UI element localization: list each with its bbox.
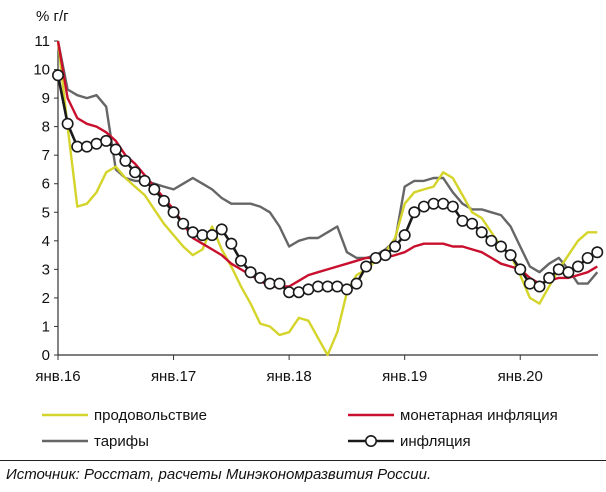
data-point-inflation	[360, 260, 373, 273]
legend-label-food: продовольствие	[94, 407, 207, 424]
data-point-inflation	[244, 266, 257, 279]
y-tick-label: 2	[42, 290, 50, 307]
data-point-inflation	[138, 174, 151, 187]
data-point-inflation	[234, 254, 247, 267]
y-tick-label: 8	[42, 119, 50, 136]
legend-label-inflation: инфляция	[400, 433, 471, 450]
legend: продовольствие монетарная инфляция тарифы и…	[42, 407, 558, 450]
y-tick-label: 1	[42, 318, 50, 335]
data-point-inflation	[552, 263, 565, 276]
data-point-inflation	[157, 194, 170, 207]
data-point-inflation	[389, 240, 402, 253]
data-point-inflation	[504, 249, 517, 262]
data-point-inflation	[186, 226, 199, 239]
data-point-inflation	[437, 197, 450, 210]
chart: 0 1 2 3 4 5 6 7 8 9 10 11 янв.16 янв.17 янв.18 янв.19 ян…	[33, 8, 604, 450]
data-point-inflation	[572, 260, 585, 273]
data-point-inflation	[485, 234, 498, 247]
y-tick-label: 4	[42, 233, 50, 250]
y-tick-label: 7	[42, 147, 50, 164]
x-tick-label: янв.19	[382, 368, 427, 385]
data-point-inflation	[148, 183, 161, 196]
y-tick-label: 10	[33, 62, 50, 79]
data-point-inflation	[340, 283, 353, 296]
data-point-inflation	[446, 200, 459, 213]
data-point-inflation	[523, 277, 536, 290]
y-tick-label: 6	[42, 176, 50, 193]
source-note: Источник: Росстат, расчеты Минэкономразв…	[6, 466, 432, 483]
series-line-inflation	[56, 75, 598, 294]
y-tick-label: 5	[42, 204, 50, 221]
data-point-inflation	[100, 134, 113, 147]
data-point-inflation	[581, 251, 594, 264]
data-point-inflation	[177, 217, 190, 230]
data-point-inflation	[456, 214, 469, 227]
data-point-inflation	[51, 69, 64, 82]
data-point-inflation	[350, 277, 363, 290]
data-point-inflation	[80, 140, 93, 153]
y-tick-label: 11	[34, 33, 50, 50]
series-line-tariffs	[56, 40, 599, 285]
data-point-inflation	[109, 143, 122, 156]
data-point-inflation	[302, 283, 315, 296]
series-line-food	[56, 40, 598, 357]
data-point-inflation	[331, 280, 344, 293]
data-point-inflation	[119, 154, 132, 167]
data-point-inflation	[494, 240, 507, 253]
data-point-inflation	[398, 229, 411, 242]
y-tick-label: 3	[42, 261, 50, 278]
data-point-inflation	[591, 246, 604, 259]
data-point-inflation	[514, 263, 527, 276]
source-divider	[0, 460, 606, 461]
x-tick-label: янв.16	[35, 368, 80, 385]
legend-marker-inflation	[364, 434, 377, 447]
x-tick-label: янв.20	[498, 368, 543, 385]
data-point-inflation	[225, 237, 238, 250]
data-point-inflation	[369, 251, 382, 264]
y-axis-label: % г/г	[36, 8, 69, 25]
axes: 0 1 2 3 4 5 6 7 8 9 10 11 янв.16 янв.17 янв.18 янв.19 ян…	[33, 33, 598, 385]
y-tick-label: 0	[42, 347, 50, 364]
data-point-inflation	[533, 280, 546, 293]
data-point-inflation	[254, 271, 267, 284]
data-point-inflation	[90, 137, 103, 150]
data-point-inflation	[215, 223, 228, 236]
data-point-inflation	[292, 286, 305, 299]
x-tick-label: янв.18	[267, 368, 312, 385]
data-point-inflation	[273, 277, 286, 290]
legend-label-tariffs: тарифы	[94, 433, 149, 450]
data-point-inflation	[562, 266, 575, 279]
data-point-inflation	[129, 166, 142, 179]
series-lines	[56, 40, 599, 357]
y-tick-label: 9	[42, 90, 50, 107]
data-point-inflation	[379, 249, 392, 262]
x-tick-label: янв.17	[151, 368, 196, 385]
legend-label-monetary-inflation: монетарная инфляция	[400, 407, 558, 424]
data-point-inflation	[543, 271, 556, 284]
data-point-inflation	[206, 229, 219, 242]
data-point-inflation	[466, 217, 479, 230]
series-line-monetary-inflation	[56, 40, 598, 288]
series-markers	[51, 69, 604, 299]
data-point-inflation	[61, 117, 74, 130]
data-point-inflation	[408, 206, 421, 219]
data-point-inflation	[167, 206, 180, 219]
data-point-inflation	[417, 200, 430, 213]
data-point-inflation	[475, 226, 488, 239]
